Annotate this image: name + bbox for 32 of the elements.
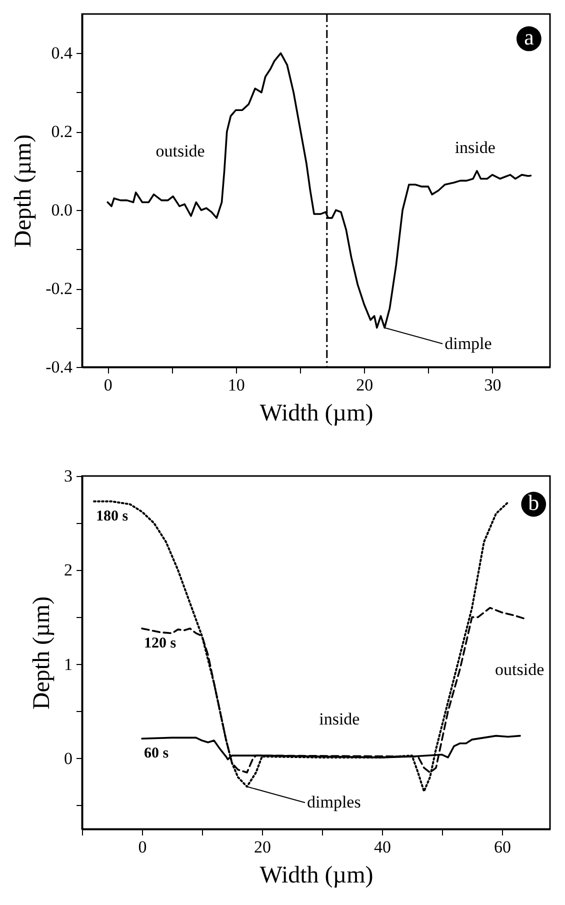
x-tick-label: 60 [494,838,511,856]
y-tick-label: 0 [64,748,72,768]
y-tick-label: 2 [64,560,72,580]
y-axis-title: Depth (µm) [29,596,55,710]
y-tick-label: 1 [64,654,72,674]
y-tick-label: 0.2 [51,122,72,142]
series-label: 60 s [144,746,169,762]
x-tick-label: 40 [374,838,391,856]
annotation: outside [495,660,544,680]
y-tick-label: 3 [64,466,72,486]
x-tick-label: 20 [254,838,271,856]
x-tick-label: 0 [138,838,147,856]
y-tick-label: -0.4 [46,358,73,376]
y-tick-label: 0.4 [51,44,73,63]
annotation: outside [156,142,205,161]
x-tick-label: 0 [104,376,112,394]
x-tick-label: 20 [356,376,374,394]
x-tick-label: 30 [484,376,502,394]
series-label: 120 s [144,635,176,652]
x-tick-label: 10 [228,376,245,394]
x-axis-title: Width (µm) [260,400,374,426]
y-tick-label: 0.0 [51,200,72,220]
x-axis-title: Width (µm) [260,862,374,888]
annotation: dimple [444,334,492,353]
series-label: 180 s [96,508,128,524]
annotation: inside [319,710,360,729]
annotation: b [528,490,540,516]
y-tick-label: -0.2 [46,279,72,298]
annotation: inside [454,138,496,158]
annotation: a [524,24,534,50]
y-axis-title: Depth (µm) [10,134,37,248]
annotation: dimples [307,792,361,812]
